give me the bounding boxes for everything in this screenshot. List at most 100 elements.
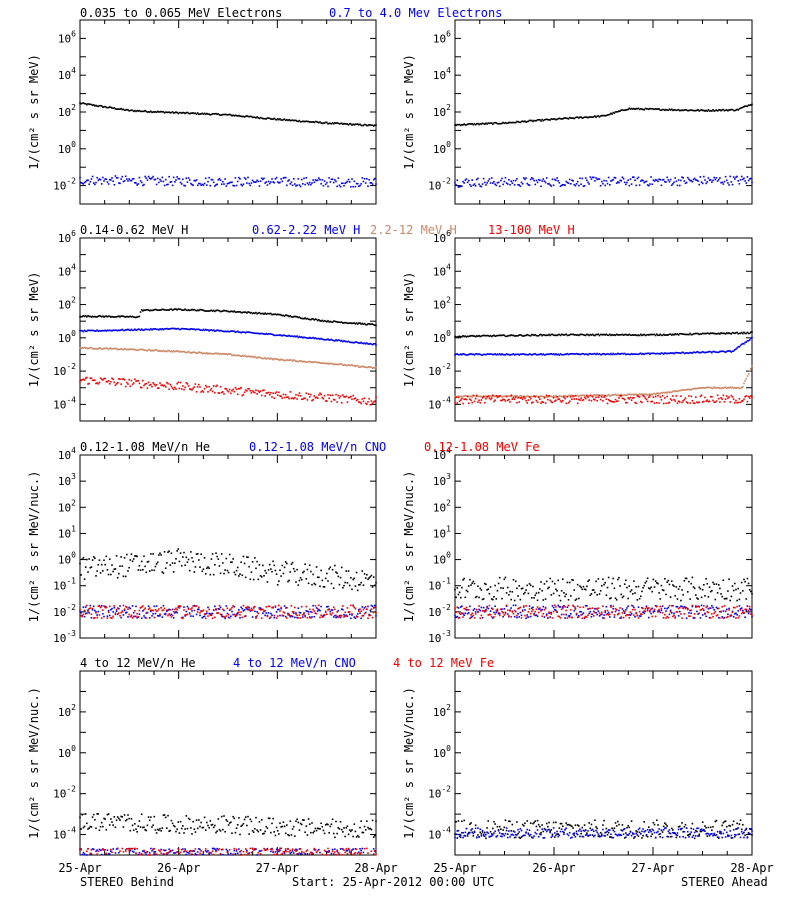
data-point <box>330 362 333 365</box>
data-point <box>621 397 624 400</box>
data-point <box>564 397 566 400</box>
data-point <box>148 349 151 351</box>
data-point <box>95 382 97 385</box>
data-point <box>565 117 568 119</box>
data-point <box>210 352 213 355</box>
data-point <box>459 336 462 338</box>
data-point <box>113 604 116 607</box>
data-point <box>486 123 488 125</box>
data-point <box>556 589 558 592</box>
data-point <box>496 609 499 612</box>
data-point <box>188 309 191 312</box>
data-point <box>552 606 555 609</box>
data-point <box>88 382 90 385</box>
data-point <box>636 393 639 396</box>
data-point <box>618 612 620 615</box>
data-point <box>212 112 215 115</box>
data-point <box>549 184 551 186</box>
data-point <box>284 359 287 362</box>
data-point <box>348 322 351 324</box>
data-point <box>682 607 684 609</box>
data-point <box>644 107 647 110</box>
data-point <box>597 178 600 180</box>
data-point <box>672 390 674 393</box>
data-point <box>187 112 190 115</box>
data-point <box>605 114 608 117</box>
data-point <box>479 185 482 187</box>
data-point <box>700 109 703 111</box>
data-point <box>107 609 110 612</box>
data-point <box>305 176 308 179</box>
data-point <box>502 398 504 401</box>
data-point <box>363 342 366 344</box>
data-point <box>311 182 313 184</box>
data-point <box>463 614 465 617</box>
data-point <box>347 363 350 366</box>
data-point <box>168 328 170 330</box>
data-point <box>505 395 508 398</box>
data-point <box>513 335 516 337</box>
data-point <box>612 400 615 403</box>
data-point <box>99 572 102 574</box>
data-point <box>296 315 298 318</box>
data-point <box>548 612 550 614</box>
data-point <box>263 117 265 120</box>
data-point <box>356 341 359 344</box>
data-point <box>544 402 547 404</box>
data-point <box>159 178 161 181</box>
data-point <box>461 586 463 589</box>
data-point <box>623 583 626 585</box>
data-point <box>346 364 349 367</box>
data-point <box>290 563 293 566</box>
data-point <box>215 112 217 115</box>
data-point <box>249 115 252 118</box>
data-point <box>642 352 644 355</box>
data-point <box>256 357 258 359</box>
data-point <box>627 179 629 182</box>
data-point <box>696 610 698 613</box>
data-point <box>505 335 508 338</box>
data-point <box>134 348 136 351</box>
data-point <box>626 613 628 616</box>
data-point <box>182 385 184 387</box>
data-point <box>686 608 689 611</box>
data-point <box>636 108 639 110</box>
data-point <box>161 609 164 612</box>
data-point <box>613 393 616 396</box>
data-point <box>631 334 634 336</box>
data-point <box>465 336 468 338</box>
data-point <box>630 612 633 615</box>
data-point <box>668 391 671 394</box>
data-point <box>122 604 125 607</box>
data-point <box>534 119 537 122</box>
data-point <box>703 109 705 112</box>
data-point <box>330 338 333 341</box>
data-point <box>267 117 270 120</box>
data-point <box>190 551 192 553</box>
data-point <box>353 606 356 609</box>
data-point <box>693 613 696 615</box>
data-point <box>669 333 672 335</box>
data-point <box>599 353 602 356</box>
data-point <box>665 593 667 596</box>
data-point <box>210 387 213 390</box>
data-point <box>259 312 262 315</box>
data-point <box>715 177 718 179</box>
data-point <box>563 592 565 594</box>
data-point <box>643 610 646 612</box>
data-point <box>600 396 603 398</box>
data-point <box>330 178 333 181</box>
data-point <box>344 321 346 324</box>
data-point <box>641 613 643 616</box>
data-point <box>107 573 110 576</box>
data-point <box>138 613 141 615</box>
data-point <box>196 553 199 555</box>
data-point <box>643 395 646 398</box>
data-point <box>360 610 362 612</box>
data-point <box>660 109 663 112</box>
data-point <box>362 365 365 368</box>
data-point <box>737 386 740 389</box>
data-point <box>498 122 501 125</box>
data-point <box>156 110 159 113</box>
data-point <box>674 617 676 619</box>
